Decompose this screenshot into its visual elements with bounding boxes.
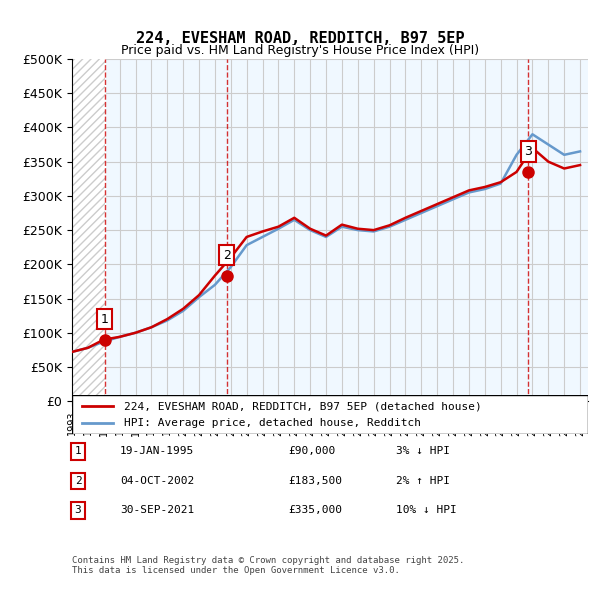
Text: 3: 3 — [74, 506, 82, 515]
FancyBboxPatch shape — [72, 395, 588, 434]
Text: 1: 1 — [101, 313, 109, 326]
Bar — [72, 59, 104, 401]
Text: 30-SEP-2021: 30-SEP-2021 — [120, 506, 194, 515]
Text: £183,500: £183,500 — [288, 476, 342, 486]
Text: 2% ↑ HPI: 2% ↑ HPI — [396, 476, 450, 486]
Text: Price paid vs. HM Land Registry's House Price Index (HPI): Price paid vs. HM Land Registry's House … — [121, 44, 479, 57]
Text: 04-OCT-2002: 04-OCT-2002 — [120, 476, 194, 486]
Text: HPI: Average price, detached house, Redditch: HPI: Average price, detached house, Redd… — [124, 418, 421, 428]
Text: 2: 2 — [223, 248, 231, 261]
Text: 224, EVESHAM ROAD, REDDITCH, B97 5EP: 224, EVESHAM ROAD, REDDITCH, B97 5EP — [136, 31, 464, 46]
Text: Contains HM Land Registry data © Crown copyright and database right 2025.
This d: Contains HM Land Registry data © Crown c… — [72, 556, 464, 575]
Bar — [72, 59, 104, 401]
Text: 1: 1 — [74, 447, 82, 456]
Text: 2: 2 — [74, 476, 82, 486]
Text: 3: 3 — [524, 145, 532, 158]
Text: 3% ↓ HPI: 3% ↓ HPI — [396, 447, 450, 456]
Text: £90,000: £90,000 — [288, 447, 335, 456]
Text: 224, EVESHAM ROAD, REDDITCH, B97 5EP (detached house): 224, EVESHAM ROAD, REDDITCH, B97 5EP (de… — [124, 401, 481, 411]
Text: 10% ↓ HPI: 10% ↓ HPI — [396, 506, 457, 515]
Text: £335,000: £335,000 — [288, 506, 342, 515]
Text: 19-JAN-1995: 19-JAN-1995 — [120, 447, 194, 456]
